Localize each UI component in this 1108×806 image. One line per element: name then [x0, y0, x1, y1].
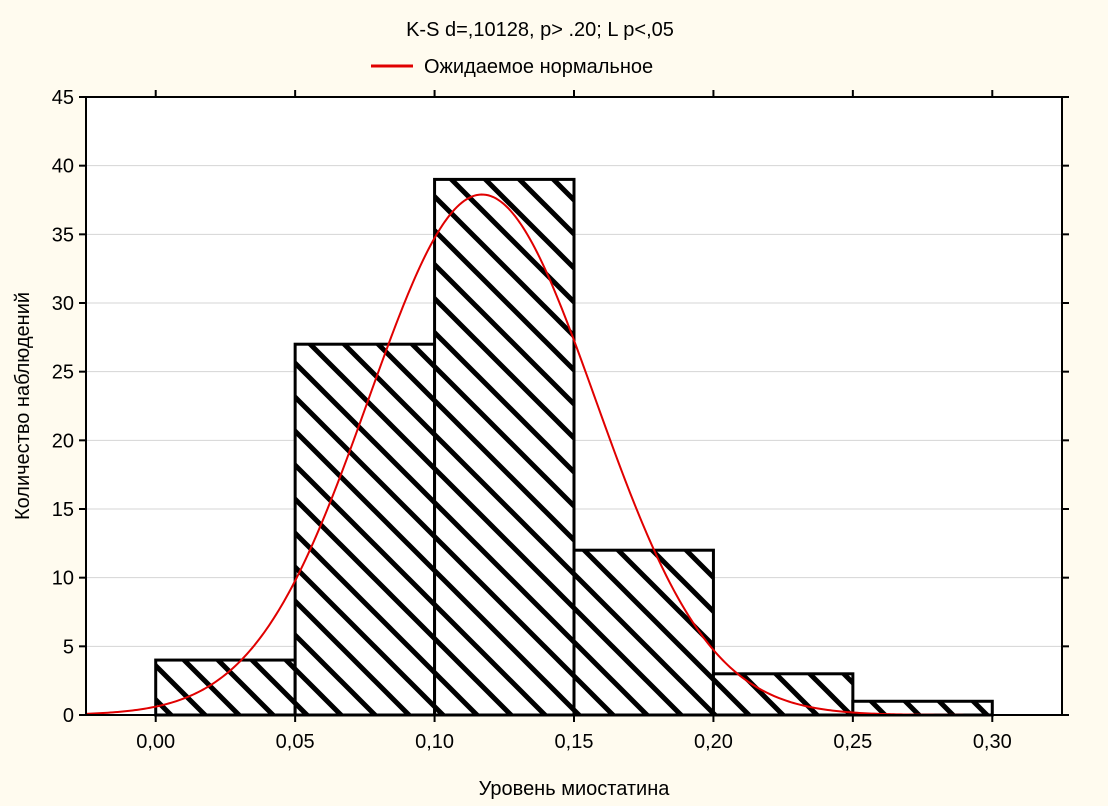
legend-label: Ожидаемое нормальное: [424, 56, 653, 78]
x-tick-label: 0,10: [415, 731, 454, 753]
y-tick-label: 40: [52, 156, 74, 178]
y-tick-label: 10: [52, 568, 74, 590]
bar: [572, 548, 715, 717]
y-tick-label: 45: [52, 87, 74, 109]
legend: Ожидаемое нормальное: [371, 56, 653, 78]
x-tick-label: 0,30: [973, 731, 1012, 753]
x-tick-label: 0,05: [276, 731, 315, 753]
y-tick-label: 20: [52, 430, 74, 452]
y-axis-label: Количество наблюдений: [12, 292, 34, 520]
chart-title: K-S d=,10128, p> .20; L p<,05: [406, 19, 674, 41]
x-tick-label: 0,20: [694, 731, 733, 753]
y-tick-label: 5: [63, 636, 74, 658]
y-tick-label: 0: [63, 705, 74, 727]
y-tick-label: 35: [52, 224, 74, 246]
y-axis: 0 5 10 15 20 25 30 35 40 45: [52, 87, 1069, 727]
x-tick-label: 0,15: [555, 731, 594, 753]
bar: [433, 177, 576, 717]
y-tick-label: 15: [52, 499, 74, 521]
x-axis-label: Уровень миостатина: [479, 778, 671, 800]
bar: [154, 658, 297, 717]
x-axis: 0,00 0,05 0,10 0,15 0,20 0,25 0,30: [136, 90, 1012, 753]
x-tick-label: 0,25: [833, 731, 872, 753]
x-tick-label: 0,00: [136, 731, 175, 753]
bar: [293, 342, 437, 717]
y-tick-label: 25: [52, 362, 74, 384]
y-tick-label: 30: [52, 293, 74, 315]
bar: [711, 672, 855, 717]
